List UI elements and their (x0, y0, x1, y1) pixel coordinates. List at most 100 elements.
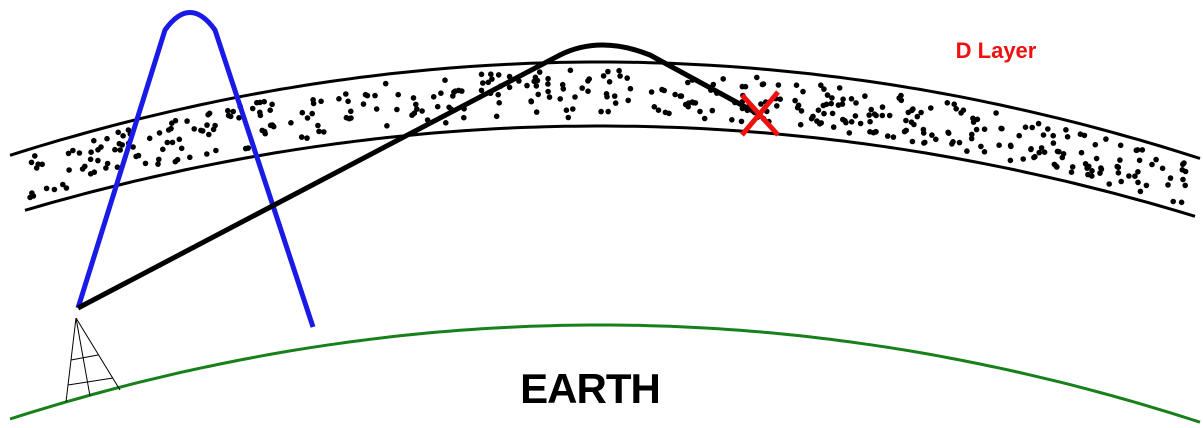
particle (169, 120, 175, 126)
particle (1136, 157, 1143, 164)
particle (1089, 173, 1095, 179)
particle (178, 145, 185, 152)
particle (758, 101, 764, 107)
particle (611, 93, 618, 99)
particle (1133, 147, 1140, 154)
particle (1167, 175, 1174, 181)
particle (95, 157, 101, 164)
particle (443, 120, 449, 126)
particle (315, 122, 321, 129)
particle (1170, 198, 1176, 205)
particle (598, 108, 604, 115)
particle (261, 98, 268, 105)
particle (1165, 182, 1171, 188)
particle (868, 106, 874, 113)
particle (146, 135, 153, 142)
particle (545, 75, 551, 82)
particle (903, 117, 909, 124)
particle (563, 107, 570, 113)
particle (600, 73, 607, 79)
particle (267, 122, 274, 129)
particle (884, 133, 891, 139)
layer-label: D Layer (956, 38, 1037, 63)
particle (964, 148, 970, 154)
particle (890, 134, 897, 140)
particle (1022, 124, 1029, 130)
particle (929, 132, 935, 138)
particle (818, 82, 824, 88)
particle (823, 101, 830, 108)
particle (655, 107, 662, 113)
particle (565, 114, 572, 121)
particle (65, 150, 72, 157)
particle (792, 97, 798, 104)
earth-surface (9, 323, 1201, 424)
particle (775, 82, 782, 88)
particle (461, 114, 467, 121)
particle (879, 104, 886, 110)
particle (249, 105, 256, 112)
particle (908, 119, 915, 125)
particle (28, 159, 35, 166)
particle (1016, 132, 1022, 139)
particle (87, 156, 94, 163)
particle (104, 135, 110, 142)
particle (343, 91, 349, 97)
particle (114, 164, 121, 170)
particle (164, 139, 171, 146)
particle (1029, 124, 1035, 131)
particle (815, 107, 822, 113)
particle (678, 93, 685, 99)
particle (130, 144, 136, 150)
particle (204, 122, 210, 128)
particle (1182, 182, 1188, 189)
particle (738, 118, 745, 125)
particle (729, 117, 735, 123)
particle (777, 96, 783, 102)
particle (560, 86, 567, 92)
d-layer-band (9, 60, 1201, 218)
particle (953, 106, 959, 112)
particle (909, 138, 916, 145)
particle (1040, 132, 1047, 138)
particle (909, 107, 915, 114)
particle (886, 112, 893, 119)
particle (364, 92, 371, 99)
particle (1063, 127, 1069, 133)
particle (119, 142, 125, 148)
particle (1143, 182, 1150, 189)
particle (835, 102, 842, 108)
particle (204, 151, 210, 157)
particle (82, 163, 88, 170)
particle (414, 106, 420, 112)
particle (60, 181, 66, 188)
particle (933, 136, 939, 143)
particle (1178, 199, 1185, 206)
particle (104, 160, 111, 167)
particle (1181, 160, 1187, 166)
particle (411, 110, 418, 116)
particle (793, 82, 800, 88)
particle (480, 80, 486, 86)
particle (430, 94, 437, 100)
particle (616, 67, 622, 74)
particle (225, 112, 232, 119)
particle (1007, 157, 1014, 164)
particle (76, 150, 83, 156)
particle (1135, 179, 1141, 186)
particle (710, 81, 717, 88)
particle (1050, 132, 1056, 139)
particle (914, 113, 921, 120)
particle (1054, 148, 1061, 155)
particle (928, 105, 934, 111)
particle (413, 101, 419, 108)
particle (348, 115, 354, 121)
particle (184, 118, 190, 124)
particle (1036, 149, 1042, 156)
particle (606, 79, 613, 85)
particle (267, 107, 274, 113)
particle (993, 110, 999, 116)
earth-label: EARTH (520, 365, 660, 412)
particle (66, 167, 72, 173)
particle (259, 127, 266, 134)
